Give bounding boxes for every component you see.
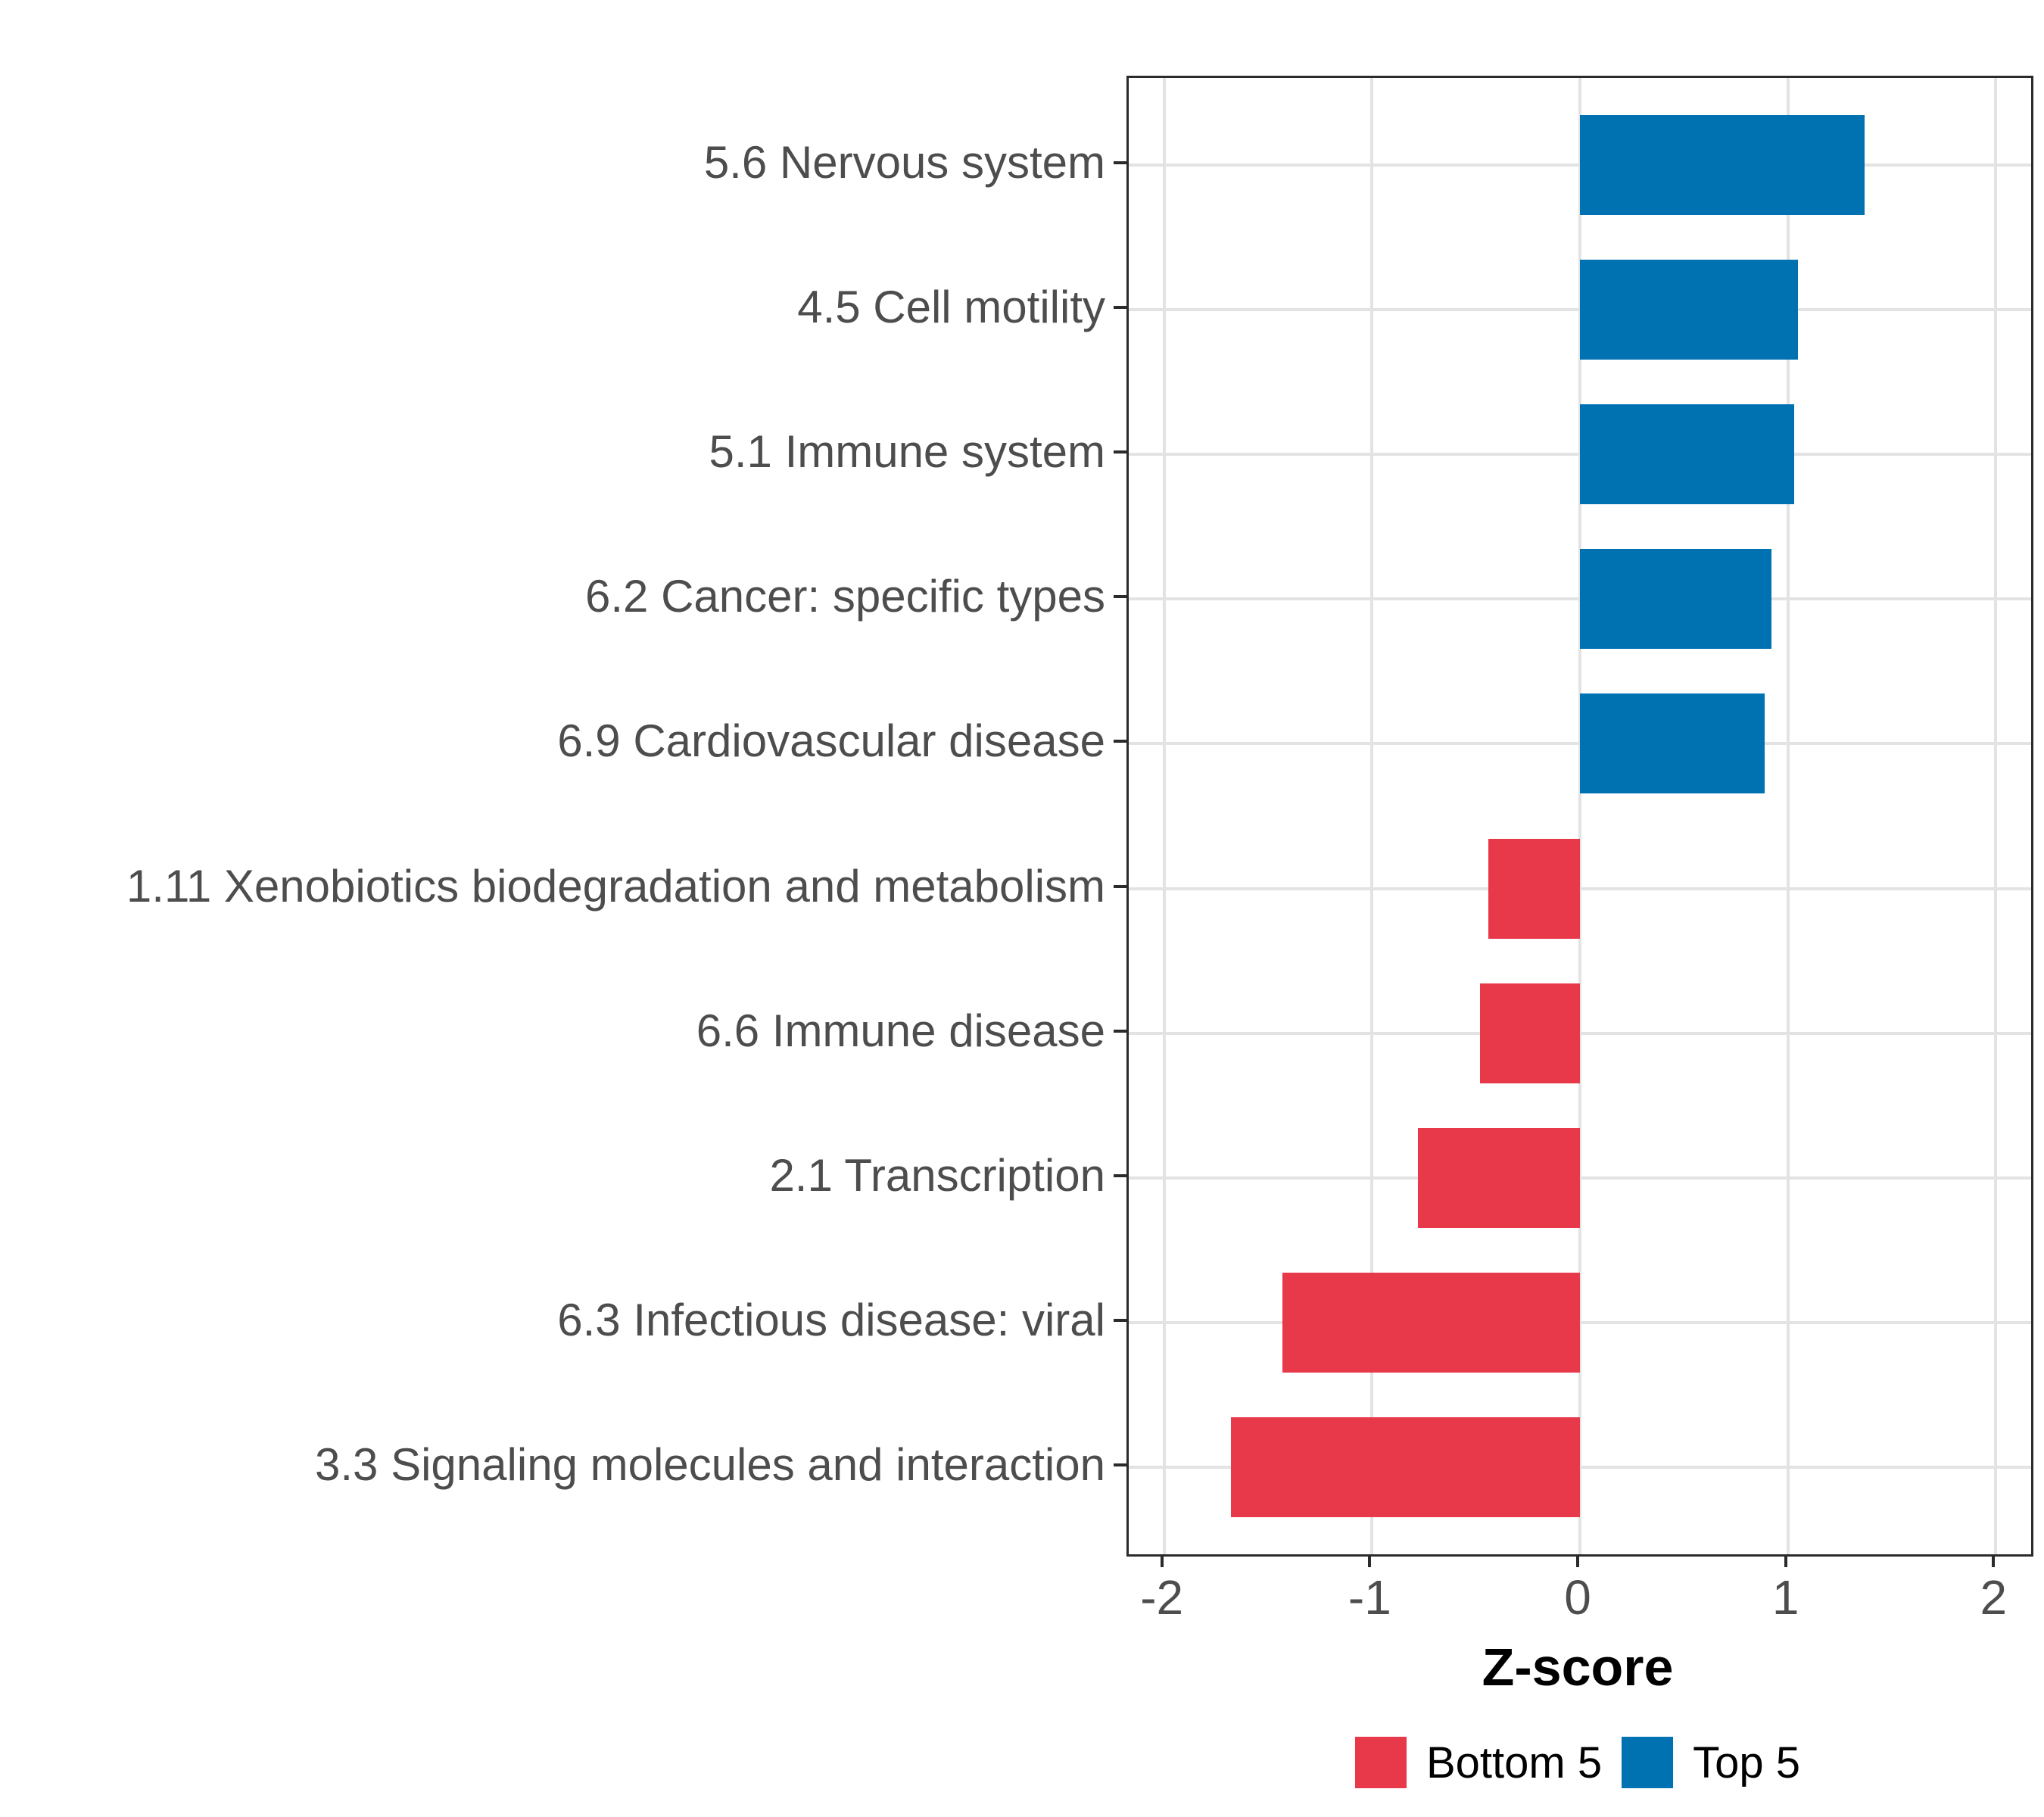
x-axis-tick-label: 2 [1980,1570,2008,1625]
x-axis-tick-label: -2 [1140,1570,1184,1625]
y-axis-tick [1114,161,1126,164]
x-axis-title: Z-score [1482,1638,1674,1697]
legend-swatch [1354,1737,1407,1788]
bar [1580,404,1794,505]
y-gridline [1129,887,2031,890]
y-axis-label: 3.3 Signaling molecules and interaction [315,1439,1105,1491]
y-axis-label: 1.11 Xenobiotics biodegradation and meta… [126,860,1105,912]
x-axis-tick-label: 0 [1564,1570,1591,1625]
bar [1480,983,1580,1083]
bar [1580,259,1799,360]
legend: Bottom 5 Top 5 [1126,1728,2029,1797]
bar [1488,838,1580,939]
x-gridline [1370,78,1374,1554]
bar [1580,549,1771,650]
y-axis-tick [1114,1319,1126,1323]
y-axis-label: 2.1 Transcription [769,1149,1105,1201]
bar [1417,1127,1580,1228]
x-axis-tick [1576,1554,1579,1567]
bar [1282,1273,1580,1373]
plot-panel [1126,76,2033,1557]
y-axis-tick [1114,305,1126,309]
y-axis-label: 6.9 Cardiovascular disease [557,715,1105,767]
legend-label: Top 5 [1693,1738,1800,1787]
y-axis-labels: 5.6 Nervous system 4.5 Cell motility 5.1 I… [0,76,1105,1552]
x-gridline [1578,78,1581,1554]
y-axis-label: 4.5 Cell motility [797,281,1105,332]
x-axis-tick [1784,1554,1787,1567]
x-axis-tick [1368,1554,1372,1567]
x-axis-tick [1992,1554,1996,1567]
x-axis-tick-label: 1 [1771,1570,1799,1625]
y-axis-tick [1114,595,1126,599]
legend-item: Top 5 [1622,1737,1800,1788]
bar [1230,1417,1580,1518]
y-axis-label: 5.6 Nervous system [703,136,1105,188]
y-gridline [1129,1031,2031,1035]
y-axis-label: 6.3 Infectious disease: viral [557,1295,1105,1346]
legend-item: Bottom 5 [1354,1737,1603,1788]
y-axis-label: 6.6 Immune disease [696,1005,1105,1056]
y-axis-tick [1114,450,1126,454]
x-gridline [1162,78,1166,1554]
y-axis-tick [1114,1173,1126,1177]
x-gridline [1994,78,1998,1554]
y-gridline [1129,1321,2031,1325]
x-gridline [1786,78,1790,1554]
y-gridline [1129,1176,2031,1180]
legend-swatch [1622,1737,1674,1788]
y-axis-tick [1114,884,1126,888]
y-axis-label: 5.1 Immune system [709,426,1105,478]
legend-label: Bottom 5 [1426,1738,1603,1787]
x-axis-tick-label: -1 [1348,1570,1391,1625]
y-axis-tick [1114,1463,1126,1467]
y-axis-label: 6.2 Cancer: specific types [585,571,1105,622]
bar [1580,693,1765,794]
y-axis-tick [1114,740,1126,743]
x-axis-tick [1160,1554,1164,1567]
y-gridline [1129,1466,2031,1469]
bar [1580,114,1865,215]
y-axis-tick [1114,1029,1126,1033]
